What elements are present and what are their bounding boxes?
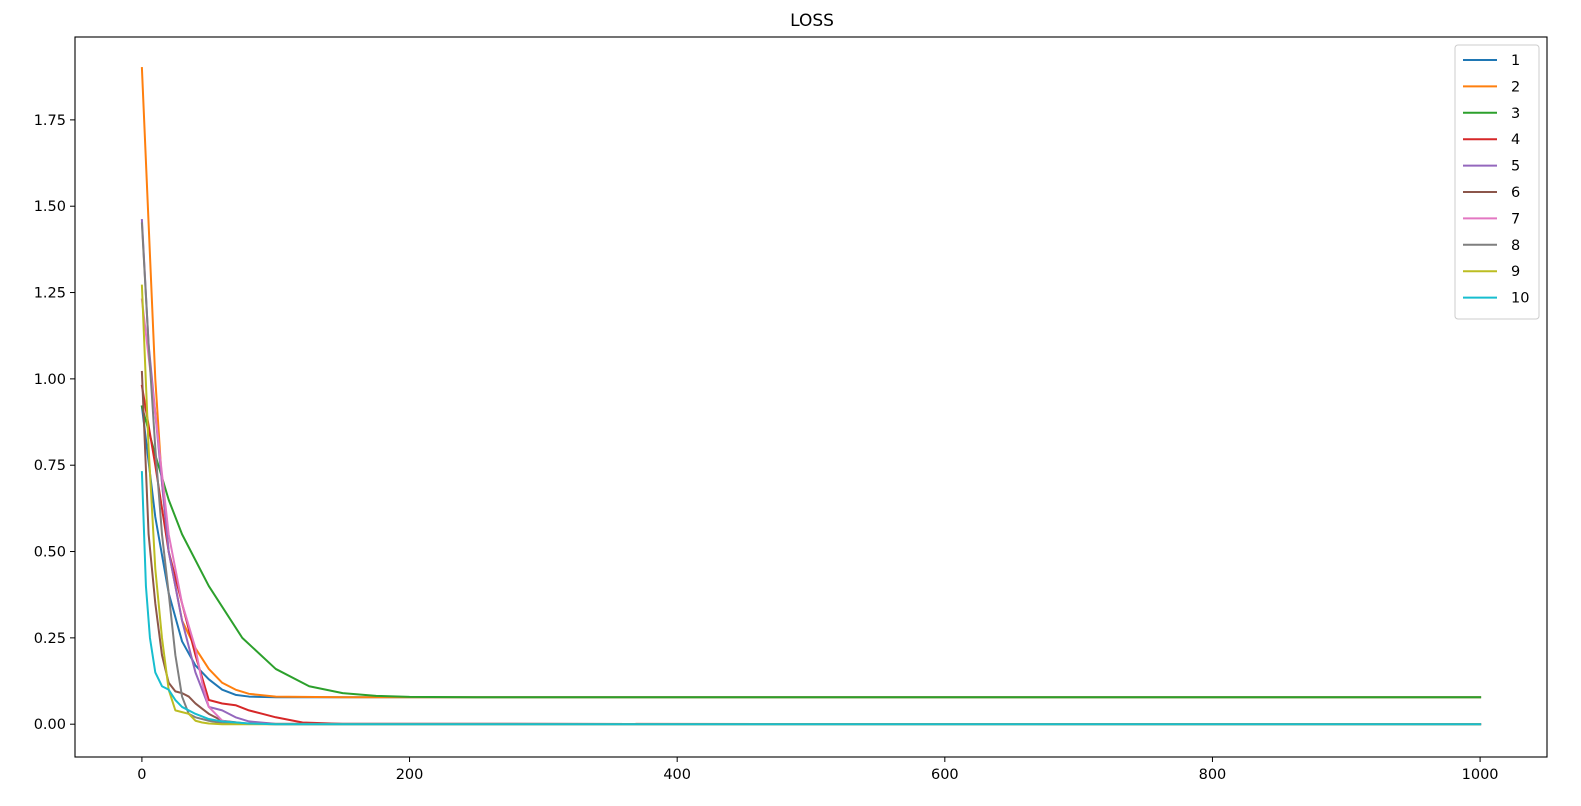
plot-frame <box>74 36 1548 758</box>
y-tick-label: 1.75 <box>34 113 66 129</box>
y-tick-label: 0.50 <box>34 545 66 561</box>
legend-label: 3 <box>1511 106 1520 122</box>
legend-label: 9 <box>1511 264 1520 280</box>
y-tick-label: 1.50 <box>34 199 66 215</box>
series-line-10 <box>140 471 1482 726</box>
chart-title: LOSS <box>790 11 834 31</box>
x-tick-label: 1000 <box>1462 767 1499 783</box>
y-tick-label: 0.00 <box>34 717 66 733</box>
legend-label: 8 <box>1511 238 1520 254</box>
series-line-2 <box>140 67 1482 699</box>
legend-label: 7 <box>1511 211 1520 227</box>
y-tick-label: 1.25 <box>34 286 66 302</box>
y-tick-label: 0.75 <box>34 458 66 474</box>
y-tick-label: 1.00 <box>34 372 66 388</box>
x-axis: 0 200 400 600 800 1000 <box>137 757 1499 783</box>
series-lines <box>140 67 1482 726</box>
legend-label: 10 <box>1511 291 1529 307</box>
series-line-8 <box>140 222 1482 726</box>
x-tick-label: 400 <box>663 767 691 783</box>
y-tick-label: 0.25 <box>34 631 66 647</box>
x-tick-label: 800 <box>1199 767 1227 783</box>
legend: 1 2 3 4 5 6 7 8 9 10 <box>1454 44 1540 320</box>
legend-label: 4 <box>1511 132 1520 148</box>
legend-label: 1 <box>1511 53 1520 69</box>
legend-label: 2 <box>1511 79 1520 95</box>
series-line-3 <box>140 405 1482 699</box>
legend-label: 6 <box>1511 185 1520 201</box>
x-tick-label: 0 <box>137 767 146 783</box>
legend-label: 5 <box>1511 159 1520 175</box>
x-tick-label: 200 <box>396 767 424 783</box>
y-axis: 0.00 0.25 0.50 0.75 1.00 1.25 1.50 1.75 <box>34 113 75 733</box>
series-line-9 <box>140 284 1482 726</box>
x-tick-label: 600 <box>931 767 959 783</box>
